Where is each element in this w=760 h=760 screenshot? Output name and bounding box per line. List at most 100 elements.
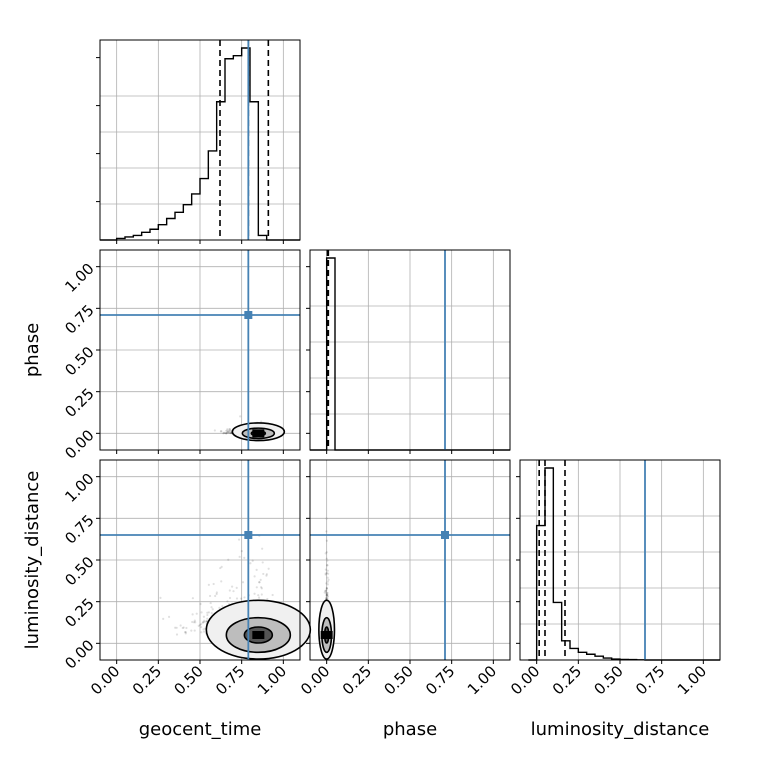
scatter-point: [228, 429, 231, 432]
xtick-label-geocent_time-4: 1.00: [254, 662, 290, 698]
scatter-point: [255, 586, 258, 589]
scatter-point: [261, 561, 264, 564]
scatter-point: [324, 568, 327, 571]
scatter-point: [229, 432, 233, 435]
xtick-label-geocent_time-2: 0.50: [170, 662, 206, 698]
scatter-point: [215, 591, 218, 594]
scatter-point: [210, 606, 213, 609]
ytick-label-phase-3: 0.75: [61, 301, 97, 337]
scatter-point: [174, 626, 177, 629]
xtick-label-geocent_time-1: 0.25: [129, 662, 165, 698]
density-peak-geocent_time-luminosity_distance: [252, 631, 265, 639]
scatter-point: [228, 428, 231, 431]
scatter-point: [183, 631, 187, 634]
truth-marker-geocent_time-phase: [244, 311, 253, 319]
scatter-point: [202, 615, 206, 618]
scatter-point: [226, 430, 229, 434]
scatter-point: [201, 621, 204, 624]
ylabel-luminosity_distance: luminosity_distance: [22, 471, 43, 650]
scatter-point: [325, 597, 328, 600]
ytick-label-phase-1: 0.25: [61, 385, 97, 421]
scatter-point: [326, 583, 329, 586]
scatter-point: [193, 619, 196, 622]
scatter-point: [225, 431, 228, 435]
scatter-point: [325, 593, 328, 596]
scatter-point: [197, 624, 200, 627]
scatter-point: [326, 564, 329, 567]
scatter-point: [211, 608, 214, 611]
scatter-point: [326, 576, 329, 579]
scatter-point: [324, 572, 327, 575]
hist-luminosity_distance: [528, 467, 720, 661]
scatter-point: [265, 574, 268, 577]
scatter-point: [325, 597, 328, 600]
scatter-point: [200, 631, 203, 634]
xlabel-geocent_time: geocent_time: [139, 719, 262, 740]
ytick-label-phase-0: 0.00: [61, 426, 97, 462]
scatter-point: [262, 572, 265, 576]
scatter-point: [232, 590, 235, 593]
scatter-point: [255, 568, 258, 572]
hist-geocent_time: [100, 47, 300, 241]
scatter-point: [271, 593, 274, 597]
xtick-label-phase-4: 1.00: [464, 662, 500, 698]
ylabel-phase: phase: [22, 323, 43, 377]
ytick-label-luminosity_distance-4: 1.00: [61, 470, 97, 506]
scatter-point: [199, 602, 202, 606]
scatter-point: [184, 631, 187, 634]
scatter-point: [325, 586, 328, 590]
scatter-point: [243, 556, 246, 560]
scatter-point: [228, 596, 232, 600]
scatter-point: [220, 565, 223, 568]
scatter-point: [239, 597, 243, 600]
scatter-point: [325, 593, 328, 597]
scatter-point: [243, 596, 246, 599]
xtick-label-phase-0: 0.00: [297, 662, 333, 698]
scatter-point: [325, 582, 328, 585]
scatter-point: [326, 569, 329, 572]
ytick-label-luminosity_distance-3: 0.75: [61, 511, 97, 547]
scatter-point: [253, 592, 256, 595]
scatter-point: [162, 617, 165, 620]
scatter-point: [222, 432, 225, 435]
scatter-point: [260, 586, 263, 589]
scatter-point: [200, 623, 203, 626]
scatter-point: [205, 620, 208, 623]
scatter-point: [326, 595, 329, 598]
scatter-point: [202, 621, 205, 624]
scatter-point: [324, 552, 327, 555]
scatter-point: [195, 612, 198, 615]
scatter-point: [225, 429, 228, 432]
scatter-point: [230, 585, 234, 588]
scatter-point: [213, 429, 216, 432]
scatter-point: [326, 591, 329, 595]
scatter-point: [228, 430, 231, 433]
scatter-point: [207, 583, 210, 586]
scatter-point: [202, 630, 206, 633]
scatter-point: [259, 578, 262, 581]
scatter-point: [221, 605, 224, 608]
scatter-point: [175, 633, 179, 636]
scatter-point: [226, 430, 230, 433]
scatter-point: [225, 432, 228, 435]
ytick-label-luminosity_distance-0: 0.00: [61, 636, 97, 672]
scatter-point: [193, 629, 196, 632]
scatter-point: [228, 428, 232, 431]
scatter-point: [325, 517, 328, 520]
scatter-point: [325, 539, 328, 542]
scatter-point: [325, 594, 328, 597]
scatter-point: [228, 589, 231, 592]
xtick-label-luminosity_distance-1: 0.25: [549, 662, 585, 698]
scatter-point: [207, 611, 211, 614]
scatter-point: [215, 592, 218, 596]
scatter-point: [325, 593, 329, 597]
scatter-point: [206, 611, 209, 614]
ytick-label-phase-4: 1.00: [61, 260, 97, 296]
scatter-point: [209, 601, 212, 605]
scatter-point: [226, 600, 229, 603]
scatter-point: [206, 613, 209, 617]
scatter-point: [191, 613, 194, 616]
scatter-point: [249, 562, 252, 565]
scatter-point: [229, 429, 232, 432]
